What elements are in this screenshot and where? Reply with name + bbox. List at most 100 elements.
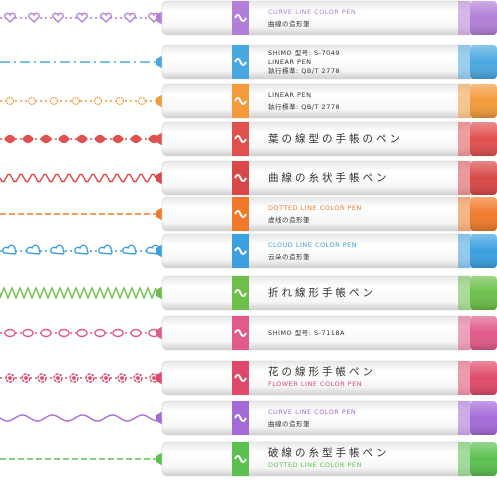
leaf [112, 134, 124, 144]
band-icon [234, 14, 247, 22]
pen-body [161, 196, 481, 232]
flower-center [104, 376, 108, 380]
pen-tip [156, 55, 163, 69]
cap-shade [470, 234, 497, 268]
band-icon [234, 247, 247, 255]
pen-clip [458, 361, 470, 395]
drawn-line [0, 244, 161, 255]
sun [5, 96, 15, 106]
pen-label: LINEAR PEN [268, 91, 311, 99]
pen-tip [156, 371, 163, 385]
pen-clip [458, 45, 470, 79]
sun [115, 96, 125, 106]
pen-tip [156, 286, 163, 300]
pen-label: DOTTED LINE COLOR PEN [268, 204, 362, 212]
band-icon [234, 97, 247, 105]
pen-tip [156, 244, 163, 258]
heart [124, 12, 136, 23]
pen-body [161, 400, 481, 436]
cap-shade [470, 316, 497, 350]
line [0, 286, 157, 300]
flower-center [56, 376, 60, 380]
pen-clip [458, 442, 470, 476]
sun [27, 96, 37, 106]
pen-tip [156, 207, 163, 221]
loop [4, 328, 16, 338]
band-icon [234, 374, 247, 382]
cap-shade [470, 401, 497, 435]
drawn-line [0, 414, 157, 422]
cap-shade [470, 84, 497, 118]
pen-title: 破線の糸型手帳ペン [268, 446, 390, 459]
loop [76, 328, 88, 338]
band-icon [234, 329, 247, 337]
pen-tip [156, 171, 163, 185]
pen-clip [458, 234, 470, 268]
sun [49, 96, 59, 106]
cap-shade [470, 197, 497, 231]
heart [28, 12, 40, 23]
pen-title: 葉の線型の手帳のペン [268, 132, 403, 145]
sun [137, 96, 147, 106]
cap-shade [470, 276, 497, 310]
cap-shade [470, 122, 497, 156]
pen-clip [458, 401, 470, 435]
heart [100, 12, 112, 23]
pen-tip [156, 411, 163, 425]
pen-label: 曲線の造形筆 [268, 19, 310, 28]
loop [94, 328, 106, 338]
cloud [26, 244, 41, 255]
cap-shade [470, 361, 497, 395]
pen-clip [458, 161, 470, 195]
pen-tip [156, 11, 163, 25]
pen-label: CURVE LINE COLOR PEN [268, 408, 356, 416]
band-icon [234, 210, 247, 218]
cloud [122, 244, 137, 255]
cap-shade [470, 442, 497, 476]
pen-clip [458, 122, 470, 156]
pen-label: FLOWER LINE COLOR PEN [268, 380, 362, 388]
pen-label: LINEAR PEN [268, 58, 311, 66]
loop [130, 328, 142, 338]
pen-clip [458, 84, 470, 118]
pen-title: 折れ線形手帳ペン [268, 286, 376, 299]
heart [52, 12, 64, 23]
flower-center [72, 376, 76, 380]
cloud [2, 244, 17, 255]
band-icon [234, 135, 247, 143]
drawn-line [0, 286, 157, 300]
pen-label: 執行標準: QB/T 2778 [268, 102, 340, 111]
line [0, 173, 157, 183]
flower-center [8, 376, 12, 380]
leaf [4, 134, 16, 144]
band-icon [234, 174, 247, 182]
flower-center [24, 376, 28, 380]
pen-title: 花の線形手帳ペン [268, 365, 376, 378]
drawn-line [0, 134, 160, 144]
pen-tip [156, 326, 163, 340]
band-icon [234, 455, 247, 463]
pen-clip [458, 1, 470, 35]
pen-tip [156, 452, 163, 466]
pen-label: CURVE LINE COLOR PEN [268, 8, 356, 16]
flower-center [136, 376, 140, 380]
band-icon [234, 414, 247, 422]
leaf [94, 134, 106, 144]
pen-label: DOTTED LINE COLOR PEN [268, 461, 362, 469]
pen-tip [156, 132, 163, 146]
leaf [40, 134, 52, 144]
loop [58, 328, 70, 338]
flower-center [40, 376, 44, 380]
sun [71, 96, 81, 106]
drawn-line [0, 328, 160, 338]
heart [76, 12, 88, 23]
pen-body [161, 233, 481, 269]
cap-shade [470, 161, 497, 195]
pen-title: 曲線の糸状手帳ペン [268, 171, 390, 184]
pen-clip [458, 276, 470, 310]
line [0, 414, 157, 422]
cap-shade [470, 1, 497, 35]
pen-label: 云朵の造形筆 [268, 252, 310, 261]
